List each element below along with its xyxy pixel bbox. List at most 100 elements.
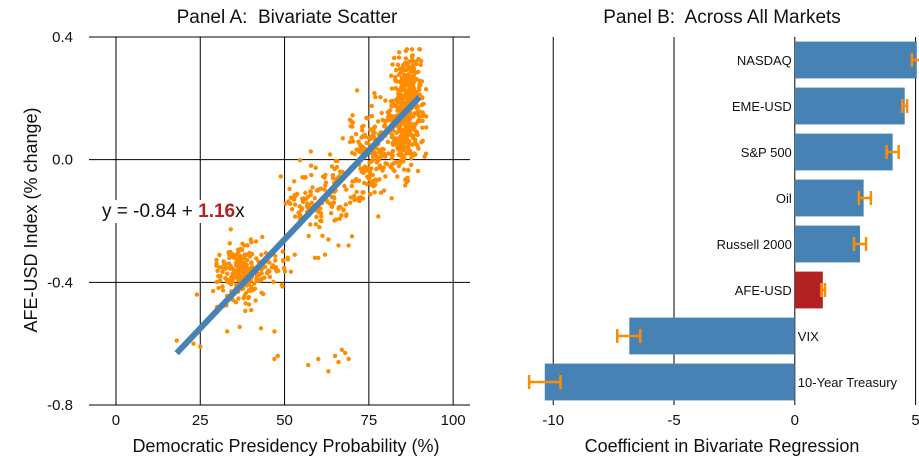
- scatter-point: [409, 47, 415, 52]
- scatter-point: [366, 176, 372, 182]
- bar-russell-2000: [794, 225, 861, 263]
- scatter-point: [354, 88, 360, 93]
- scatter-point: [233, 300, 239, 305]
- scatter-point: [174, 338, 179, 343]
- scatter-point: [254, 256, 259, 261]
- scatter-point: [397, 67, 403, 72]
- scatter-point: [413, 152, 418, 157]
- scatter-point: [228, 266, 233, 271]
- scatter-point: [410, 53, 415, 58]
- scatter-point: [403, 123, 408, 129]
- scatter-point: [267, 274, 273, 280]
- panel-b-bars: Panel B: Across All Markets NASDAQ EME-US…: [527, 7, 919, 456]
- scatter-point: [274, 269, 279, 274]
- scatter-point: [397, 126, 403, 131]
- scatter-point: [402, 72, 407, 77]
- scatter-point: [339, 347, 345, 352]
- scatter-point: [220, 288, 226, 293]
- scatter-point: [368, 192, 373, 197]
- bar-vix: [629, 317, 795, 355]
- scatter-point: [358, 195, 363, 200]
- scatter-point: [360, 128, 365, 133]
- scatter-point: [408, 79, 414, 85]
- panel-b-title: Panel B: Across All Markets: [603, 7, 841, 28]
- scatter-point: [410, 142, 415, 147]
- category-label: AFE-USD: [735, 283, 792, 298]
- scatter-point: [326, 369, 331, 374]
- scatter-point: [234, 252, 239, 257]
- scatter-point: [237, 324, 242, 330]
- scatter-point: [348, 124, 353, 129]
- scatter-point: [226, 250, 231, 255]
- scatter-point: [217, 265, 222, 270]
- scatter-point: [280, 249, 285, 254]
- scatter-point: [332, 353, 338, 359]
- scatter-point: [393, 67, 399, 73]
- scatter-point: [285, 255, 290, 260]
- scatter-point: [396, 55, 402, 60]
- panel-b-ticks: -10 -5 0 5: [542, 412, 919, 429]
- scatter-point: [349, 135, 354, 140]
- scatter-point: [350, 120, 356, 125]
- scatter-point: [374, 160, 379, 165]
- scatter-point: [360, 124, 365, 129]
- scatter-point: [393, 103, 399, 109]
- scatter-point: [227, 278, 232, 284]
- scatter-point: [343, 202, 348, 207]
- panel-a-title: Panel A: Bivariate Scatter: [177, 7, 398, 28]
- scatter-point: [306, 233, 311, 239]
- scatter-point: [283, 201, 288, 206]
- panel-a-x-tick-label: 50: [276, 412, 293, 429]
- scatter-point: [354, 189, 359, 195]
- scatter-point: [399, 152, 404, 157]
- scatter-point: [417, 78, 422, 84]
- scatter-point: [359, 169, 364, 174]
- scatter-point: [415, 168, 421, 174]
- scatter-point: [264, 270, 270, 276]
- scatter-point: [310, 185, 315, 190]
- scatter-point: [399, 98, 405, 103]
- scatter-point: [409, 156, 414, 161]
- scatter-point: [228, 227, 233, 232]
- scatter-point: [341, 207, 346, 212]
- scatter-point: [253, 298, 258, 303]
- scatter-point: [391, 55, 397, 61]
- scatter-point: [377, 147, 383, 153]
- scatter-point: [271, 279, 276, 285]
- scatter-point: [243, 301, 248, 306]
- scatter-point: [398, 135, 404, 141]
- scatter-point: [346, 356, 351, 362]
- scatter-point: [236, 296, 241, 301]
- scatter-point: [416, 112, 421, 118]
- scatter-point: [243, 291, 249, 296]
- scatter-point: [275, 353, 280, 359]
- scatter-point: [390, 166, 395, 172]
- scatter-point: [350, 113, 355, 118]
- scatter-point: [403, 67, 408, 72]
- scatter-point: [256, 273, 261, 278]
- scatter-point: [370, 157, 375, 162]
- scatter-point: [344, 213, 349, 219]
- scatter-point: [323, 172, 328, 178]
- scatter-point: [421, 101, 426, 107]
- scatter-point: [322, 252, 328, 257]
- scatter-point: [292, 252, 297, 257]
- scatter-point: [395, 87, 401, 93]
- scatter-point: [246, 268, 251, 273]
- scatter-point: [332, 218, 337, 223]
- scatter-point: [406, 141, 412, 146]
- scatter-point: [330, 176, 336, 181]
- scatter-point: [288, 269, 294, 274]
- scatter-point: [250, 264, 255, 269]
- scatter-point: [235, 264, 240, 270]
- scatter-point: [280, 284, 285, 289]
- scatter-point: [380, 117, 385, 123]
- scatter-point: [412, 128, 418, 133]
- scatter-point: [373, 94, 378, 100]
- category-label: NASDAQ: [737, 53, 792, 68]
- scatter-point: [378, 95, 383, 100]
- scatter-point: [319, 214, 324, 219]
- scatter-point: [409, 123, 414, 128]
- scatter-point: [281, 266, 287, 271]
- scatter-point: [409, 132, 414, 138]
